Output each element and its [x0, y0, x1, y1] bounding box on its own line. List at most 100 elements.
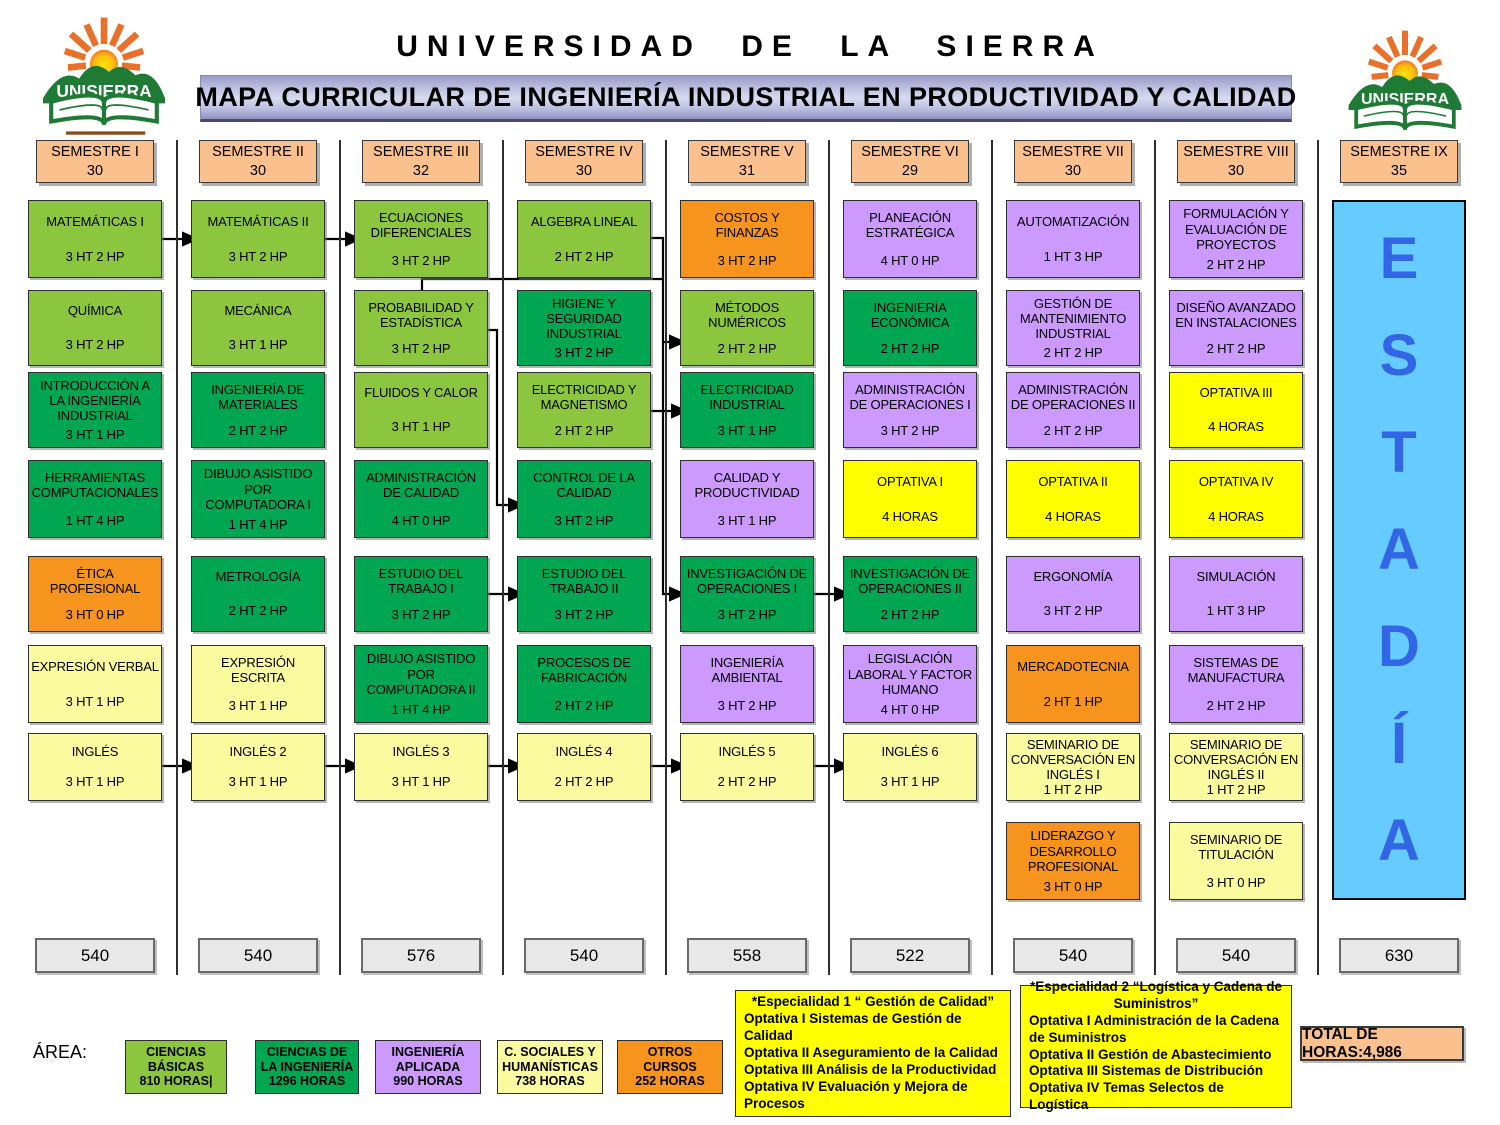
course-box: INGLÉS 3 3 HT 1 HP — [354, 733, 488, 801]
course-hours: 3 HT 2 HP — [228, 248, 288, 264]
course-box: EXPRESIÓN ESCRITA 3 HT 1 HP — [191, 645, 325, 723]
course-hours: 3 HT 2 HP — [880, 423, 940, 439]
semester-credits: 30 — [86, 162, 104, 179]
legend-item-hours: 738 HORAS — [515, 1074, 585, 1089]
semester-name: SEMESTRE V — [700, 144, 794, 161]
course-box: INGLÉS 5 2 HT 2 HP — [680, 733, 814, 801]
course-hours: 3 HT 2 HP — [1043, 603, 1103, 619]
course-title: INGLÉS 4 — [555, 744, 613, 760]
course-title: SISTEMAS DE MANUFACTURA — [1187, 655, 1285, 686]
curriculum-banner: MAPA CURRICULAR DE INGENIERÍA INDUSTRIAL… — [195, 75, 1296, 122]
course-box: INTRODUCCIÓN A LA INGENIERÍA INDUSTRIAL 3… — [28, 372, 162, 448]
course-hours: 2 HT 2 HP — [880, 341, 940, 357]
course-hours: 4 HORAS — [1208, 419, 1264, 435]
course-box: ELECTRICIDAD INDUSTRIAL 3 HT 1 HP — [680, 372, 814, 448]
semester-header-6: SEMESTRE VI 29 — [851, 140, 969, 183]
course-hours: 3 HT 1 HP — [391, 774, 451, 790]
course-box: FORMULACIÓN Y EVALUACIÓN DE PROYECTOS 2 H… — [1169, 200, 1303, 278]
course-hours: 3 HT 2 HP — [65, 248, 125, 264]
semester-header-5: SEMESTRE V 31 — [688, 140, 806, 183]
semester-total: 558 — [687, 938, 807, 973]
semester-header-7: SEMESTRE VII 30 — [1014, 140, 1132, 183]
course-box: ADMINISTRACIÓN DE OPERACIONES I 3 HT 2 HP — [843, 372, 977, 448]
course-hours: 4 HORAS — [1045, 508, 1101, 524]
course-box: SIMULACIÓN 1 HT 3 HP — [1169, 556, 1303, 632]
legend-item-title: CIENCIAS DE LA INGENIERÍA — [260, 1044, 354, 1074]
course-hours: 3 HT 0 HP — [1043, 878, 1103, 894]
specialty-optativa-line: Optativa II Aseguramiento de la Calidad — [744, 1045, 998, 1061]
course-title: LIDERAZGO Y DESARROLLO PROFESIONAL — [1027, 828, 1119, 874]
semester-credits: 30 — [249, 162, 267, 179]
course-box: ERGONOMÍA 3 HT 2 HP — [1006, 556, 1140, 632]
semester-name: SEMESTRE VII — [1022, 144, 1124, 161]
column-divider — [1317, 140, 1319, 975]
book-left-page — [1354, 100, 1407, 131]
course-title: HERRAMIENTAS COMPUTACIONALES — [31, 470, 159, 501]
course-title: SEMINARIO DE CONVERSACIÓN EN INGLÉS II — [1173, 737, 1299, 783]
semester-header-8: SEMESTRE VIII 30 — [1177, 140, 1295, 183]
semester-total: 576 — [361, 938, 481, 973]
course-title: MATEMÁTICAS I — [46, 213, 144, 229]
course-title: MATEMÁTICAS II — [207, 213, 309, 229]
estadia-letter: A — [1378, 516, 1420, 582]
course-title: INGLÉS 6 — [881, 744, 939, 760]
legend-item: CIENCIAS BÁSICAS 810 HORAS| — [125, 1040, 227, 1094]
course-title: ADMINISTRACIÓN DE OPERACIONES II — [1010, 381, 1136, 412]
specialty-title: *Especialidad 1 “ Gestión de Calidad” — [751, 994, 995, 1010]
course-title: DIBUJO ASISTIDO POR COMPUTADORA I — [203, 466, 313, 512]
legend-item-hours: 252 HORAS — [635, 1074, 705, 1089]
legend-item-hours: 1296 HORAS — [268, 1074, 346, 1089]
legend-item-title: C. SOCIALES Y HUMANÍSTICAS — [502, 1044, 598, 1074]
course-title: HIGIENE Y SEGURIDAD INDUSTRIAL — [546, 295, 622, 342]
course-hours: 2 HT 2 HP — [554, 774, 614, 790]
semester-name: SEMESTRE II — [212, 144, 304, 161]
course-title: AUTOMATIZACIÓN — [1016, 213, 1130, 229]
course-box: MATEMÁTICAS II 3 HT 2 HP — [191, 200, 325, 278]
course-title: FLUIDOS Y CALOR — [364, 385, 478, 401]
course-title: COSTOS Y FINANZAS — [714, 210, 780, 241]
course-title: PLANEACIÓN ESTRATÉGICA — [865, 210, 955, 241]
course-hours: 4 HORAS — [882, 508, 938, 524]
estadia-letter: Í — [1390, 711, 1408, 777]
page-title: UNIVERSIDAD DE LA SIERRA — [396, 30, 1104, 63]
course-title: MECÁNICA — [224, 303, 292, 319]
semester-total: 540 — [198, 938, 318, 973]
specialty-title: *Especialidad 2 “Logística y Cadena de S… — [1029, 979, 1283, 1011]
semester-total: 540 — [35, 938, 155, 973]
unisierra-logo-left: UNISIERRA — [42, 17, 166, 135]
legend-item-hours: 990 HORAS — [393, 1074, 463, 1089]
course-title: ALGEBRA LINEAL — [530, 213, 638, 229]
course-hours: 2 HT 2 HP — [880, 607, 940, 623]
semester-credits: 32 — [412, 162, 430, 179]
course-title: DIBUJO ASISTIDO POR COMPUTADORA II — [366, 651, 476, 697]
course-box: INGLÉS 6 3 HT 1 HP — [843, 733, 977, 801]
course-hours: 1 HT 4 HP — [391, 701, 451, 717]
course-title: FORMULACIÓN Y EVALUACIÓN DE PROYECTOS — [1183, 206, 1289, 252]
course-box: ECUACIONES DIFERENCIALES 3 HT 2 HP — [354, 200, 488, 278]
course-hours: 2 HT 2 HP — [554, 697, 614, 713]
course-hours: 3 HT 1 HP — [228, 774, 288, 790]
course-title: ERGONOMÍA — [1033, 569, 1113, 585]
semester-header-1: SEMESTRE I 30 — [36, 140, 154, 183]
book-left-page — [49, 93, 107, 126]
course-box: OPTATIVA IV 4 HORAS — [1169, 460, 1303, 538]
course-box: INGENIERÍA DE MATERIALES 2 HT 2 HP — [191, 372, 325, 448]
course-hours: 4 HT 0 HP — [880, 252, 940, 268]
course-box: INVESTIGACIÓN DE OPERACIONES I 3 HT 2 HP — [680, 556, 814, 632]
course-box: SEMINARIO DE CONVERSACIÓN EN INGLÉS II 1 … — [1169, 733, 1303, 801]
semester-name: SEMESTRE I — [51, 144, 139, 161]
course-hours: 3 HT 2 HP — [554, 607, 614, 623]
course-title: SEMINARIO DE CONVERSACIÓN EN INGLÉS I — [1010, 737, 1136, 783]
course-hours: 3 HT 1 HP — [65, 427, 125, 442]
course-title: LEGISLACIÓN LABORAL Y FACTOR HUMANO — [847, 651, 973, 697]
column-divider — [665, 140, 667, 975]
course-title: EXPRESIÓN VERBAL — [31, 658, 159, 674]
sun-rays — [63, 17, 145, 71]
semester-total: 630 — [1339, 938, 1459, 973]
course-box: PROBABILIDAD Y ESTADÍSTICA 3 HT 2 HP — [354, 290, 488, 366]
course-box: ESTUDIO DEL TRABAJO II 3 HT 2 HP — [517, 556, 651, 632]
course-title: DISEÑO AVANZADO EN INSTALACIONES — [1175, 299, 1297, 330]
semester-name: SEMESTRE III — [373, 144, 469, 161]
unisierra-logo-right: UNISIERRA — [1348, 30, 1462, 131]
